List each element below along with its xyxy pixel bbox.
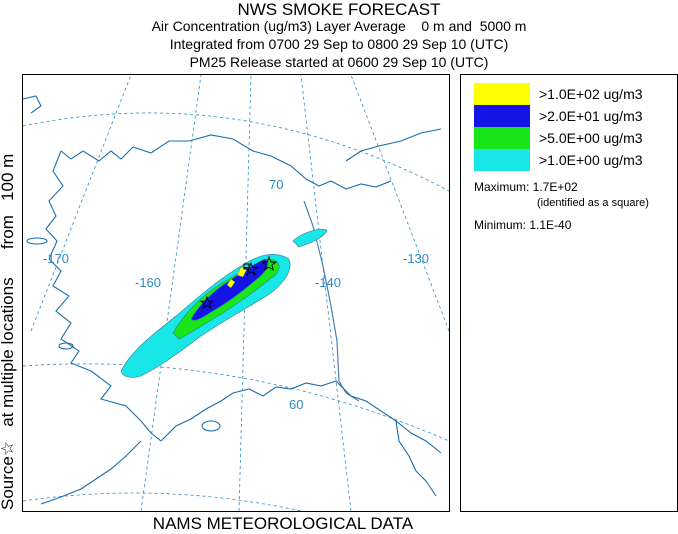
maximum-square (243, 263, 250, 270)
parallel-50 (23, 492, 302, 511)
coast-east-islands (395, 420, 437, 497)
coast-chukotka (23, 95, 42, 114)
release-info: PM25 Release started at 0600 29 Sep 10 (… (189, 54, 489, 70)
concentration-subtitle: Air Concentration (ug/m3) Layer Average … (151, 18, 527, 34)
legend-swatch-green (474, 127, 530, 149)
source-markers (199, 255, 278, 310)
source-label: Source☆ at multiple locations from 100 m (0, 154, 17, 510)
aleutian-chain (40, 440, 142, 505)
maximum-value: Maximum: 1.7E+02 (474, 180, 578, 194)
legend-label: >5.0E+00 ug/m3 (539, 130, 643, 146)
coastline (23, 95, 442, 505)
source-star (260, 255, 278, 272)
island-kodiak (201, 420, 221, 432)
lat-label-70: 70 (269, 177, 283, 192)
meridian-170 (30, 75, 132, 332)
plume-level-1-blob (292, 228, 328, 248)
lon-label-160: -160 (135, 275, 161, 290)
legend-label: >1.0E+02 ug/m3 (539, 86, 643, 102)
source-star (243, 261, 259, 276)
coast-south (160, 380, 442, 454)
maximum-note: (identified as a square) (537, 197, 649, 209)
meridian-140 (300, 75, 352, 511)
island-st-lawrence (26, 237, 48, 245)
meteorological-data-label: NAMS METEOROLOGICAL DATA (152, 514, 414, 533)
parallel-70 (23, 112, 449, 192)
legend-label: >1.0E+00 ug/m3 (539, 152, 643, 168)
plume-level-4-b (226, 278, 236, 289)
coast-southwest (90, 370, 162, 442)
smoke-plume (120, 228, 328, 378)
graticule (23, 75, 449, 511)
lon-label-140: -140 (315, 275, 341, 290)
meridian-160 (140, 75, 202, 511)
coast-northwest (45, 150, 64, 260)
source-star (199, 295, 215, 310)
coast-west (48, 258, 92, 372)
legend-panel: >1.0E+02 ug/m3 >2.0E+01 ug/m3 >5.0E+00 u… (460, 74, 678, 512)
lon-label-130: -130 (403, 251, 429, 266)
legend-swatch-yellow (474, 83, 530, 105)
lon-label-170: -170 (43, 251, 69, 266)
meridian-130 (350, 75, 449, 332)
legend-swatch-cyan (474, 149, 530, 171)
legend-label: >2.0E+01 ug/m3 (539, 108, 643, 124)
lat-label-60: 60 (289, 397, 303, 412)
arctic-islands (345, 128, 442, 162)
island-nunivak (58, 342, 74, 350)
integration-period: Integrated from 0700 29 Sep to 0800 29 S… (169, 36, 509, 52)
forecast-title: NWS SMOKE FORECAST (237, 0, 441, 19)
parallel-60 (23, 363, 449, 442)
minimum-value: Minimum: 1.1E-40 (474, 218, 572, 232)
legend-swatch-blue (474, 105, 530, 127)
alaska-map: -170 -160 -140 -130 70 60 (23, 75, 449, 511)
coast-north (60, 134, 392, 190)
grid-labels: -170 -160 -140 -130 70 60 (43, 177, 429, 412)
map-panel: -170 -160 -140 -130 70 60 (22, 74, 450, 512)
